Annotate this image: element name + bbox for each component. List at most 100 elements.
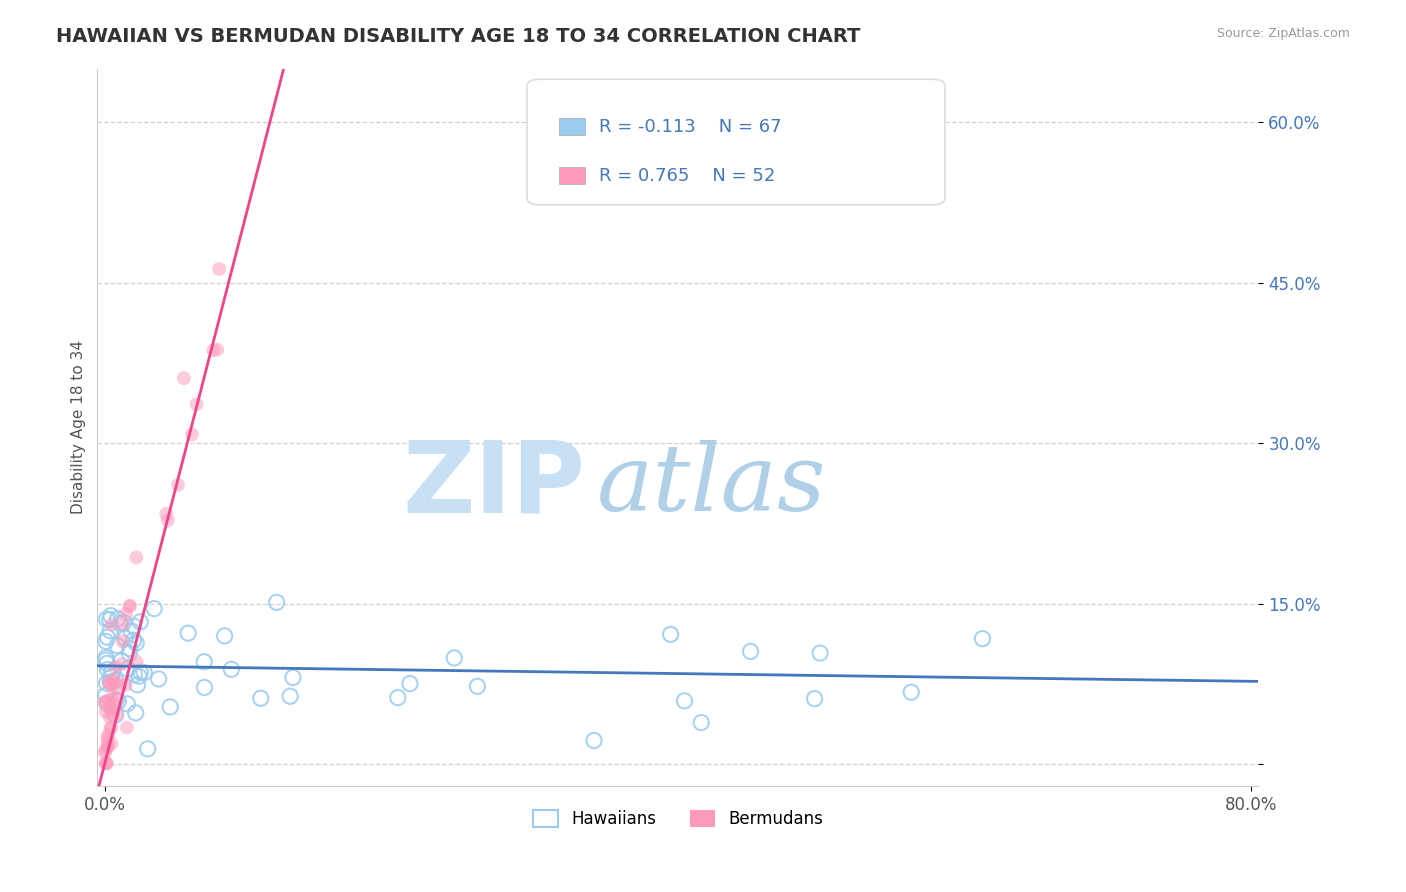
Point (125, 550, 148, 565)
Point (103, 708, 125, 723)
Point (148, 672, 170, 686)
Point (167, 478, 190, 492)
Point (94, 756, 117, 771)
Point (129, 665, 152, 680)
Point (129, 615, 152, 629)
Point (94, 688, 117, 702)
Point (214, 629, 236, 643)
Point (173, 371, 195, 385)
Point (100, 678, 122, 692)
Point (740, 644, 762, 658)
Point (103, 675, 125, 690)
Point (110, 616, 132, 631)
Text: ZIP: ZIP (402, 436, 585, 533)
Point (803, 691, 825, 706)
Point (96, 612, 118, 626)
Point (98, 613, 121, 627)
Text: atlas: atlas (596, 440, 827, 530)
Point (104, 673, 127, 688)
Point (808, 646, 831, 660)
Point (97, 739, 120, 753)
Point (94, 696, 117, 710)
Point (399, 676, 422, 690)
Point (205, 343, 228, 357)
Point (107, 612, 129, 626)
Point (96, 756, 118, 771)
Point (159, 700, 181, 714)
Point (96, 663, 118, 677)
Legend: Hawaiians, Bermudans: Hawaiians, Bermudans (526, 804, 830, 835)
Point (104, 660, 127, 674)
Point (156, 513, 179, 527)
Point (115, 721, 138, 735)
Point (111, 617, 134, 632)
Point (118, 599, 141, 613)
Point (186, 397, 208, 411)
Point (673, 694, 696, 708)
Point (122, 619, 145, 633)
Point (97, 675, 120, 690)
Point (127, 678, 149, 692)
Point (177, 626, 200, 640)
Point (281, 670, 304, 684)
Point (104, 690, 127, 705)
Point (118, 599, 141, 614)
Point (900, 685, 922, 699)
Point (104, 673, 127, 687)
Bar (560, 118, 585, 136)
Point (100, 617, 122, 632)
Point (249, 691, 271, 706)
Y-axis label: Disability Age 18 to 34: Disability Age 18 to 34 (72, 340, 86, 514)
Point (98, 677, 121, 691)
Point (111, 634, 134, 648)
Point (105, 639, 128, 653)
Point (94, 746, 117, 760)
Point (115, 678, 138, 692)
Text: Source: ZipAtlas.com: Source: ZipAtlas.com (1216, 27, 1350, 40)
Point (105, 707, 128, 722)
Point (100, 608, 122, 623)
Point (98, 701, 121, 715)
Point (96, 676, 118, 690)
Point (96, 735, 118, 749)
Point (100, 665, 122, 680)
Point (124, 667, 146, 681)
Point (100, 670, 122, 684)
Point (117, 662, 139, 676)
Point (104, 708, 127, 723)
Point (96, 630, 118, 644)
Point (193, 681, 215, 695)
Text: HAWAIIAN VS BERMUDAN DISABILITY AGE 18 TO 34 CORRELATION CHART: HAWAIIAN VS BERMUDAN DISABILITY AGE 18 T… (56, 27, 860, 45)
Point (100, 674, 122, 689)
Point (94, 634, 117, 648)
Point (96, 657, 118, 671)
Point (136, 742, 159, 756)
Point (202, 343, 225, 358)
Point (690, 715, 713, 730)
Point (443, 651, 465, 665)
Point (108, 680, 131, 694)
Point (96, 731, 118, 745)
Text: R = 0.765    N = 52: R = 0.765 N = 52 (599, 167, 775, 185)
Point (100, 736, 122, 750)
Point (128, 669, 150, 683)
Point (143, 601, 166, 615)
Point (100, 720, 122, 734)
Point (103, 698, 125, 712)
Point (125, 636, 148, 650)
FancyBboxPatch shape (527, 79, 945, 205)
Point (97, 694, 120, 708)
Point (96, 740, 118, 755)
Point (100, 722, 122, 736)
Text: R = -0.113    N = 67: R = -0.113 N = 67 (599, 118, 782, 136)
Point (582, 733, 605, 747)
Point (155, 507, 177, 521)
Point (122, 633, 145, 648)
Point (659, 627, 682, 641)
Point (120, 624, 142, 638)
Point (94, 743, 117, 757)
Point (104, 694, 127, 708)
Point (114, 632, 136, 646)
Point (101, 690, 124, 704)
Point (94, 705, 117, 719)
